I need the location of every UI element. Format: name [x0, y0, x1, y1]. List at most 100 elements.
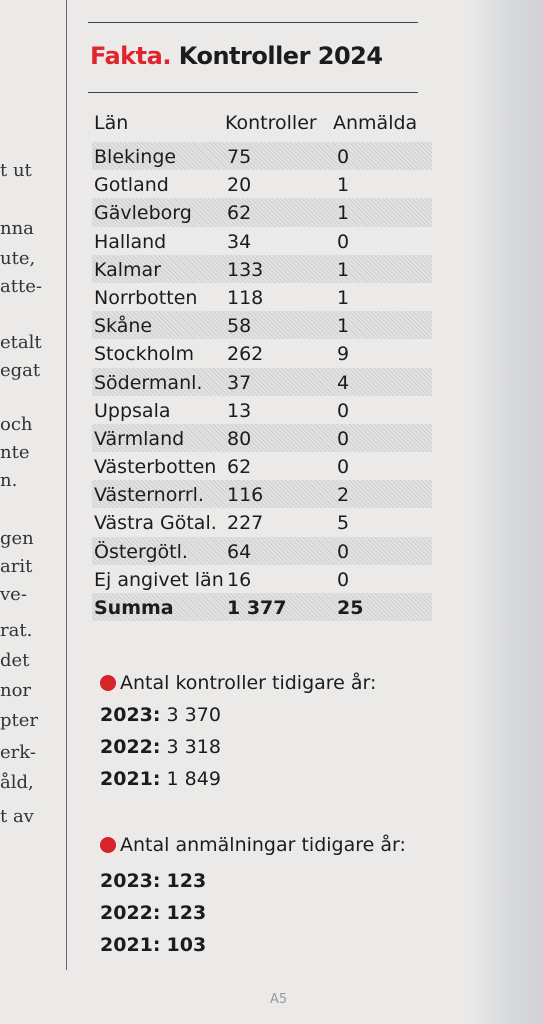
prev-text-line: t ut: [0, 160, 32, 181]
bullet-dot-icon: [100, 675, 116, 691]
kontroller-earlier-label: Antal kontroller tidigare år:: [120, 672, 377, 694]
anmalningar-year-line: 2021: 103: [100, 934, 206, 956]
cell-lan: Västra Götal.: [94, 512, 217, 535]
table-row: Västernorrl. 116 2: [92, 480, 432, 509]
prev-text-line: nte: [0, 442, 30, 463]
cell-anmalda: 0: [337, 427, 350, 450]
table-row: Skåne 58 1: [92, 311, 432, 340]
cell-lan: Stockholm: [94, 343, 195, 366]
cell-anmalda: 1: [337, 202, 350, 225]
page-number: A5: [270, 992, 288, 1007]
cell-lan: Kalmar: [94, 258, 162, 281]
prev-text-line: ute,: [0, 248, 36, 269]
year-value: 3 370: [166, 704, 221, 726]
year-label: 2022:: [100, 902, 161, 924]
cell-kontroller: 34: [227, 230, 252, 253]
table-total-row: Summa 1 377 25: [92, 593, 432, 622]
year-label: 2022:: [100, 736, 161, 758]
cell-anmalda: 1: [337, 258, 350, 281]
cell-kontroller: 116: [227, 484, 264, 507]
cell-kontroller: 1 377: [227, 597, 287, 619]
prev-text-line: det: [0, 650, 30, 671]
cell-kontroller: 20: [227, 174, 252, 197]
table-row: Ej angivet län 16 0: [92, 565, 432, 593]
col-header-lan: Län: [94, 112, 129, 134]
cell-lan: Norrbotten: [94, 286, 198, 309]
table-row: Kalmar 133 1: [92, 254, 432, 283]
prev-text-line: arit: [0, 556, 33, 577]
heading-rule: [88, 92, 418, 93]
kontroller-year-line: 2021: 1 849: [100, 768, 221, 790]
cell-anmalda: 9: [337, 343, 350, 366]
anmalningar-earlier-label: Antal anmälningar tidigare år:: [120, 834, 406, 856]
cell-anmalda: 5: [337, 512, 350, 535]
newspaper-page: [0, 0, 525, 1024]
year-value: 123: [166, 902, 207, 924]
table-row: Uppsala 13 0: [92, 396, 432, 424]
col-header-anmalda: Anmälda: [333, 112, 418, 134]
year-label: 2023:: [100, 704, 161, 726]
table-row: Gävleborg 62 1: [92, 198, 432, 227]
prev-text-line: nna: [0, 218, 34, 239]
year-value: 1 849: [166, 768, 221, 790]
anmalningar-year-line: 2022: 123: [100, 902, 206, 924]
cell-kontroller: 58: [227, 315, 252, 338]
column-divider: [66, 0, 67, 970]
prev-text-line: åld,: [0, 772, 34, 793]
cell-anmalda: 0: [337, 456, 350, 479]
cell-lan: Skåne: [94, 315, 153, 338]
prev-text-line: nor: [0, 680, 32, 701]
cell-lan: Västernorrl.: [94, 484, 204, 507]
county-table: Blekinge 75 0 Gotland 20 1 Gävleborg 62 1 Halland…: [92, 142, 432, 622]
fact-box-heading: Fakta. Kontroller 2024: [90, 42, 383, 70]
cell-kontroller: 227: [227, 512, 264, 535]
table-row: Stockholm 262 9: [92, 339, 432, 367]
table-row: Västerbotten 62 0: [92, 452, 432, 480]
table-row: Halland 34 0: [92, 227, 432, 255]
year-label: 2021:: [100, 768, 161, 790]
year-value: 3 318: [166, 736, 221, 758]
prev-text-line: atte-: [0, 276, 42, 297]
prev-text-line: rat.: [0, 620, 33, 641]
cell-anmalda: 0: [337, 230, 350, 253]
cell-anmalda: 2: [337, 484, 350, 507]
cell-lan: Gotland: [94, 174, 169, 197]
prev-text-line: och: [0, 414, 33, 435]
cell-anmalda: 0: [337, 568, 350, 591]
year-value: 103: [166, 934, 207, 956]
prev-text-line: etalt: [0, 332, 42, 353]
year-label: 2021:: [100, 934, 161, 956]
cell-anmalda: 4: [337, 371, 350, 394]
bullet-dot-icon: [100, 837, 116, 853]
cell-anmalda: 0: [337, 540, 350, 563]
fact-box-top-rule: [88, 22, 418, 23]
kontroller-earlier-heading: Antal kontroller tidigare år:: [100, 672, 376, 694]
kontroller-year-line: 2023: 3 370: [100, 704, 221, 726]
prev-text-line: ve-: [0, 584, 27, 605]
cell-kontroller: 37: [227, 371, 252, 394]
anmalningar-earlier-heading: Antal anmälningar tidigare år:: [100, 834, 406, 856]
cell-lan: Blekinge: [94, 146, 177, 168]
prev-text-line: n.: [0, 470, 18, 491]
cell-kontroller: 62: [227, 456, 252, 479]
cell-anmalda: 25: [337, 597, 364, 619]
cell-anmalda: 1: [337, 315, 350, 338]
cell-anmalda: 1: [337, 174, 350, 197]
cell-kontroller: 75: [227, 146, 252, 168]
cell-lan: Östergötl.: [94, 540, 188, 563]
cell-kontroller: 262: [227, 343, 264, 366]
kontroller-year-line: 2022: 3 318: [100, 736, 221, 758]
cell-anmalda: 0: [337, 399, 350, 422]
table-row: Västra Götal. 227 5: [92, 508, 432, 536]
year-label: 2023:: [100, 870, 161, 892]
prev-text-line: t av: [0, 806, 34, 827]
cell-kontroller: 16: [227, 568, 252, 591]
anmalningar-year-line: 2023: 123: [100, 870, 206, 892]
cell-lan: Halland: [94, 230, 167, 253]
prev-text-line: pter: [0, 710, 39, 731]
table-row: Blekinge 75 0: [92, 142, 432, 171]
col-header-kontroller: Kontroller: [225, 112, 317, 134]
cell-lan: Gävleborg: [94, 202, 192, 225]
page-edge-shadow: [470, 0, 543, 1024]
table-row: Gotland 20 1: [92, 170, 432, 198]
